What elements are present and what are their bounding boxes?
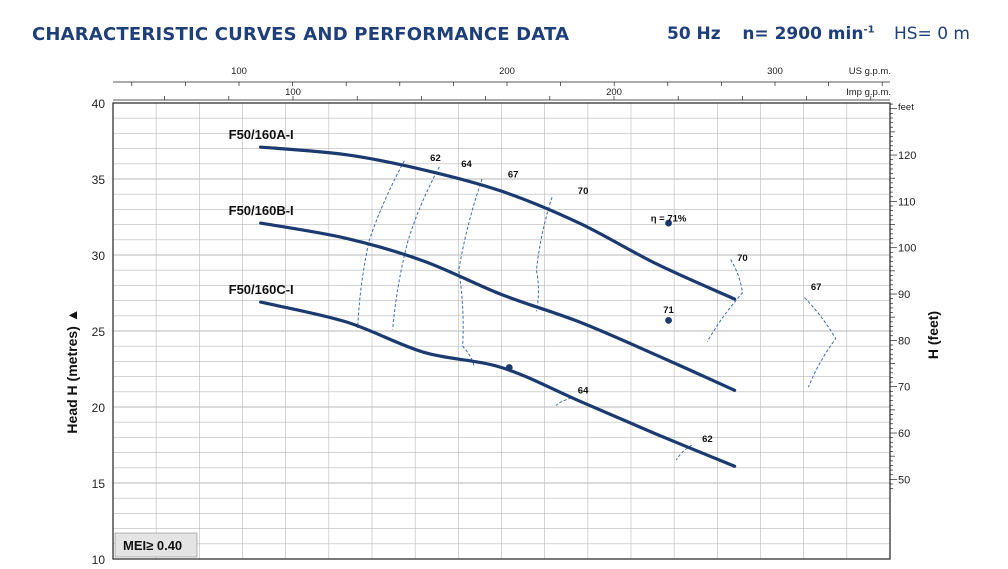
mei-box-background [114, 532, 198, 558]
y2-tick-label: 90 [898, 289, 910, 301]
y2-axis-label: H (feet) [925, 311, 941, 359]
y2-tick-label: 70 [898, 382, 910, 394]
curve-label: F50/160A-I [229, 127, 294, 142]
y2-tick-label: 120 [898, 150, 916, 162]
efficiency-isoline [357, 160, 405, 328]
efficiency-isoline [675, 444, 693, 461]
y2-tick-label: 110 [898, 196, 916, 208]
efficiency-label: 70 [737, 253, 748, 264]
y-tick-label: 20 [92, 401, 106, 415]
efficiency-isoline [458, 178, 483, 368]
x-top2-tick-label: 200 [606, 87, 622, 98]
speed-exponent: -1 [863, 24, 875, 36]
y-tick-label: 30 [92, 249, 106, 263]
x-top2-unit-label: Imp g.p.m. [846, 87, 891, 98]
efficiency-label: 62 [430, 153, 441, 164]
curve-label: F50/160C-I [229, 282, 294, 297]
grid [113, 103, 890, 559]
y2-tick-label: 80 [898, 335, 910, 347]
efficiency-isoline [555, 397, 572, 406]
efficiency-label: 64 [461, 159, 472, 170]
efficiency-label: 64 [578, 385, 589, 396]
operating-conditions: 50 Hz n= 2900 min-1 HS= 0 m [667, 24, 970, 44]
mei-label: MEI≥ 0.40 [123, 538, 182, 553]
efficiency-point [665, 219, 672, 227]
efficiency-label: 62 [702, 434, 713, 445]
y2-unit-label: feet [898, 102, 914, 113]
efficiency-isoline [706, 259, 743, 342]
efficiency-point [505, 364, 513, 371]
efficiency-label: 71 [663, 305, 674, 316]
efficiency-isolines [357, 160, 837, 461]
efficiency-point [665, 316, 672, 324]
chart-title: CHARACTERISTIC CURVES AND PERFORMANCE DA… [32, 24, 570, 45]
curve-f50-160c-i [259, 300, 737, 468]
x-top1-tick-label: 200 [499, 66, 515, 77]
efficiency-isoline [535, 197, 553, 312]
x-top2-tick-label: 100 [285, 87, 301, 98]
y-axis-label: Head H (metres) ▲ [64, 308, 80, 433]
efficiency-label: 67 [811, 282, 822, 293]
y2-tick-label: 50 [898, 474, 910, 486]
efficiency-label: 70 [578, 186, 589, 197]
y-tick-label: 25 [92, 325, 106, 339]
efficiency-label: η = 71% [651, 214, 687, 225]
curve-f50-160a-i [259, 145, 737, 301]
x-top1-tick-label: 300 [767, 66, 783, 77]
efficiency-isoline [804, 297, 837, 388]
y-tick-label: 40 [92, 97, 106, 111]
y-tick-label: 10 [92, 553, 106, 567]
efficiency-label: 67 [508, 169, 519, 180]
curve-label: F50/160B-I [229, 203, 294, 218]
efficiency-isoline [392, 166, 440, 330]
y-tick-label: 15 [92, 477, 106, 491]
frequency-label: 50 Hz [666, 24, 721, 44]
y-tick-label: 35 [92, 173, 106, 187]
x-top1-unit-label: US g.p.m. [849, 66, 891, 77]
y2-tick-label: 60 [898, 428, 910, 440]
suction-head-label: HS= 0 m [893, 24, 970, 44]
mei-box: MEI≥ 0.40 [114, 532, 198, 558]
curve-f50-160b-i [259, 221, 737, 392]
speed-label: n= 2900 min [742, 24, 864, 44]
y2-tick-label: 100 [898, 243, 916, 255]
x-top1-tick-label: 100 [231, 66, 247, 77]
